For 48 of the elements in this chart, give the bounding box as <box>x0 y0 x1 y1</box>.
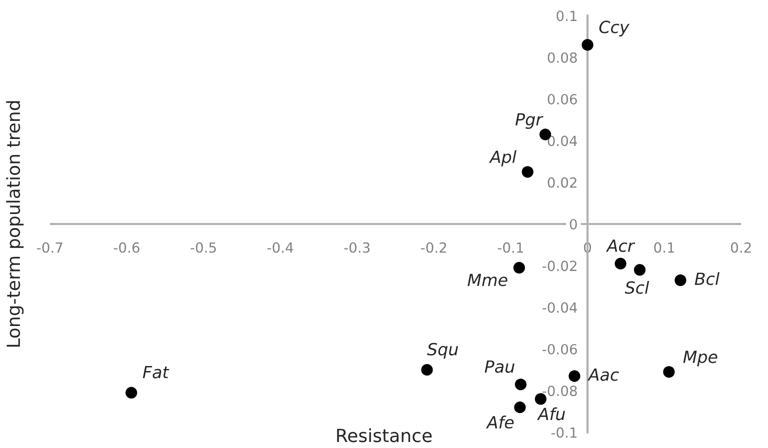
annotation: Squ <box>427 342 458 359</box>
y-tick-label: 0.04 <box>548 136 578 146</box>
point <box>674 274 686 286</box>
annotation: Fat <box>142 366 170 378</box>
y-tick-label: -0.08 <box>542 386 577 396</box>
annotation: Aac <box>587 368 619 381</box>
y-tick-label: 0.1 <box>556 10 577 22</box>
x-tick-label: -0.1 <box>498 242 523 253</box>
x-tick-label: -0.6 <box>114 242 140 253</box>
annotation: Bcl <box>694 272 720 286</box>
x-tick-label: -0.7 <box>37 242 62 253</box>
x-tick-label: 0.2 <box>730 242 751 253</box>
point <box>663 366 675 378</box>
point <box>514 402 526 414</box>
annotation: Scl <box>624 280 650 294</box>
y-axis-title: Long-term population trend <box>6 101 24 347</box>
x-tick-label: -0.3 <box>344 242 370 253</box>
point <box>126 386 138 399</box>
annotation: Afe <box>486 416 514 429</box>
y-tick-label: -0.1 <box>551 427 577 438</box>
point <box>522 166 534 178</box>
y-tick-label: 0.06 <box>548 94 577 104</box>
y-tick-label: -0.06 <box>542 344 577 354</box>
annotation: Acr <box>606 240 636 252</box>
y-tick-label: -0.04 <box>542 302 578 313</box>
point <box>634 264 646 276</box>
y-tick-label: -0.02 <box>542 260 576 272</box>
annotation: Afu <box>537 407 565 420</box>
annotation: Pau <box>484 360 514 373</box>
annotation: Mme <box>468 274 508 286</box>
x-tick-label: 0.1 <box>654 242 674 253</box>
annotation: Apl <box>489 150 516 166</box>
annotation: Mpe <box>683 350 718 366</box>
y-tick-label: 0.08 <box>548 52 577 63</box>
x-tick-label: -0.4 <box>267 242 294 253</box>
point <box>514 378 527 390</box>
point <box>421 364 433 376</box>
point <box>582 39 594 51</box>
point <box>614 258 626 270</box>
x-axis-title: Resistance <box>337 428 432 442</box>
x-tick-label: -0.2 <box>421 242 446 253</box>
annotation: Ccy <box>599 20 630 37</box>
annotation: Pgr <box>515 113 544 129</box>
point <box>568 370 580 382</box>
y-tick-label: 0 <box>570 218 577 230</box>
x-tick-label: -0.5 <box>190 242 216 253</box>
point <box>513 262 525 274</box>
y-tick-label: 0.02 <box>548 177 576 188</box>
